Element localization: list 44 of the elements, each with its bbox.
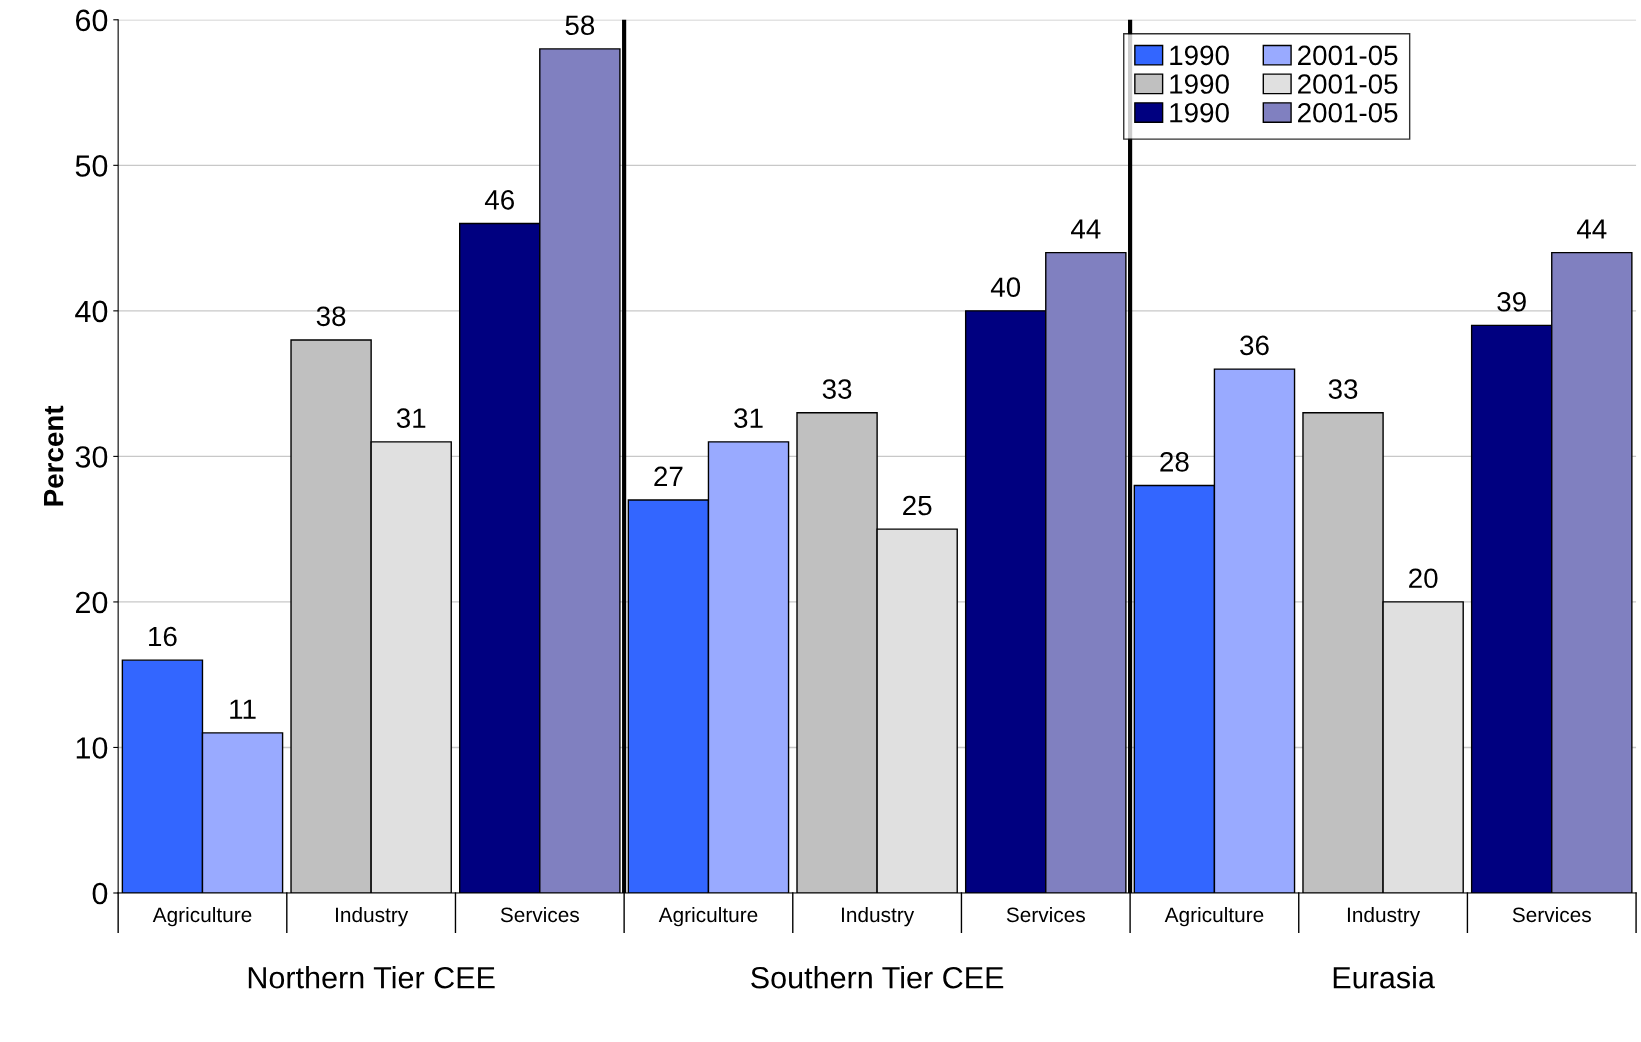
x-tick-label: Industry	[1347, 906, 1421, 927]
legend-label: 2001-05	[1298, 74, 1398, 94]
y-tick-label: 50	[75, 155, 108, 177]
data-label: 28	[1160, 452, 1189, 472]
data-label: 31	[396, 408, 426, 429]
legend-label: 1990	[1170, 45, 1229, 66]
y-tick-label: 0	[92, 882, 108, 905]
data-label: 44	[1071, 219, 1101, 239]
data-label: 58	[565, 15, 595, 36]
data-label: 39	[1497, 291, 1526, 312]
data-label: 46	[484, 190, 514, 210]
data-label: 31	[734, 408, 763, 429]
y-tick-label: 60	[76, 9, 108, 32]
x-tick-label: Services	[1512, 906, 1591, 923]
text: Northern Tier CEE	[248, 966, 495, 989]
legend-label: 1990	[1170, 102, 1229, 123]
x-tick-label: Agriculture	[1164, 906, 1264, 927]
data-label: 40	[990, 277, 1021, 298]
y-tick-label: 40	[75, 300, 108, 323]
data-label: 44	[1577, 219, 1607, 239]
y-axis-title: Percent	[44, 405, 64, 506]
y-tick-label: 20	[75, 591, 108, 614]
x-tick-label: Agriculture	[152, 906, 252, 927]
legend-label: 2001-05	[1298, 45, 1398, 66]
text: Eurasia	[1333, 966, 1435, 989]
y-tick-label: 10	[76, 737, 108, 759]
data-label: 16	[149, 626, 177, 647]
x-tick-label: Industry	[841, 906, 915, 927]
data-label: 33	[822, 379, 852, 399]
legend-label: 1990	[1170, 74, 1229, 94]
x-tick-label: Services	[500, 906, 579, 923]
data-label: 38	[316, 306, 346, 327]
data-label: 36	[1240, 335, 1269, 356]
data-label: 11	[230, 699, 256, 719]
x-tick-label: Agriculture	[658, 906, 758, 927]
data-label: 25	[903, 495, 932, 516]
legend-label: 2001-05	[1298, 102, 1398, 123]
text: Southern Tier CEE	[751, 966, 1004, 989]
x-tick-label: Services	[1006, 906, 1085, 923]
data-label: 27	[654, 466, 683, 486]
data-label: 20	[1409, 568, 1438, 589]
x-tick-label: Industry	[336, 906, 409, 927]
data-label: 33	[1328, 379, 1358, 399]
y-tick-label: 30	[75, 446, 108, 468]
